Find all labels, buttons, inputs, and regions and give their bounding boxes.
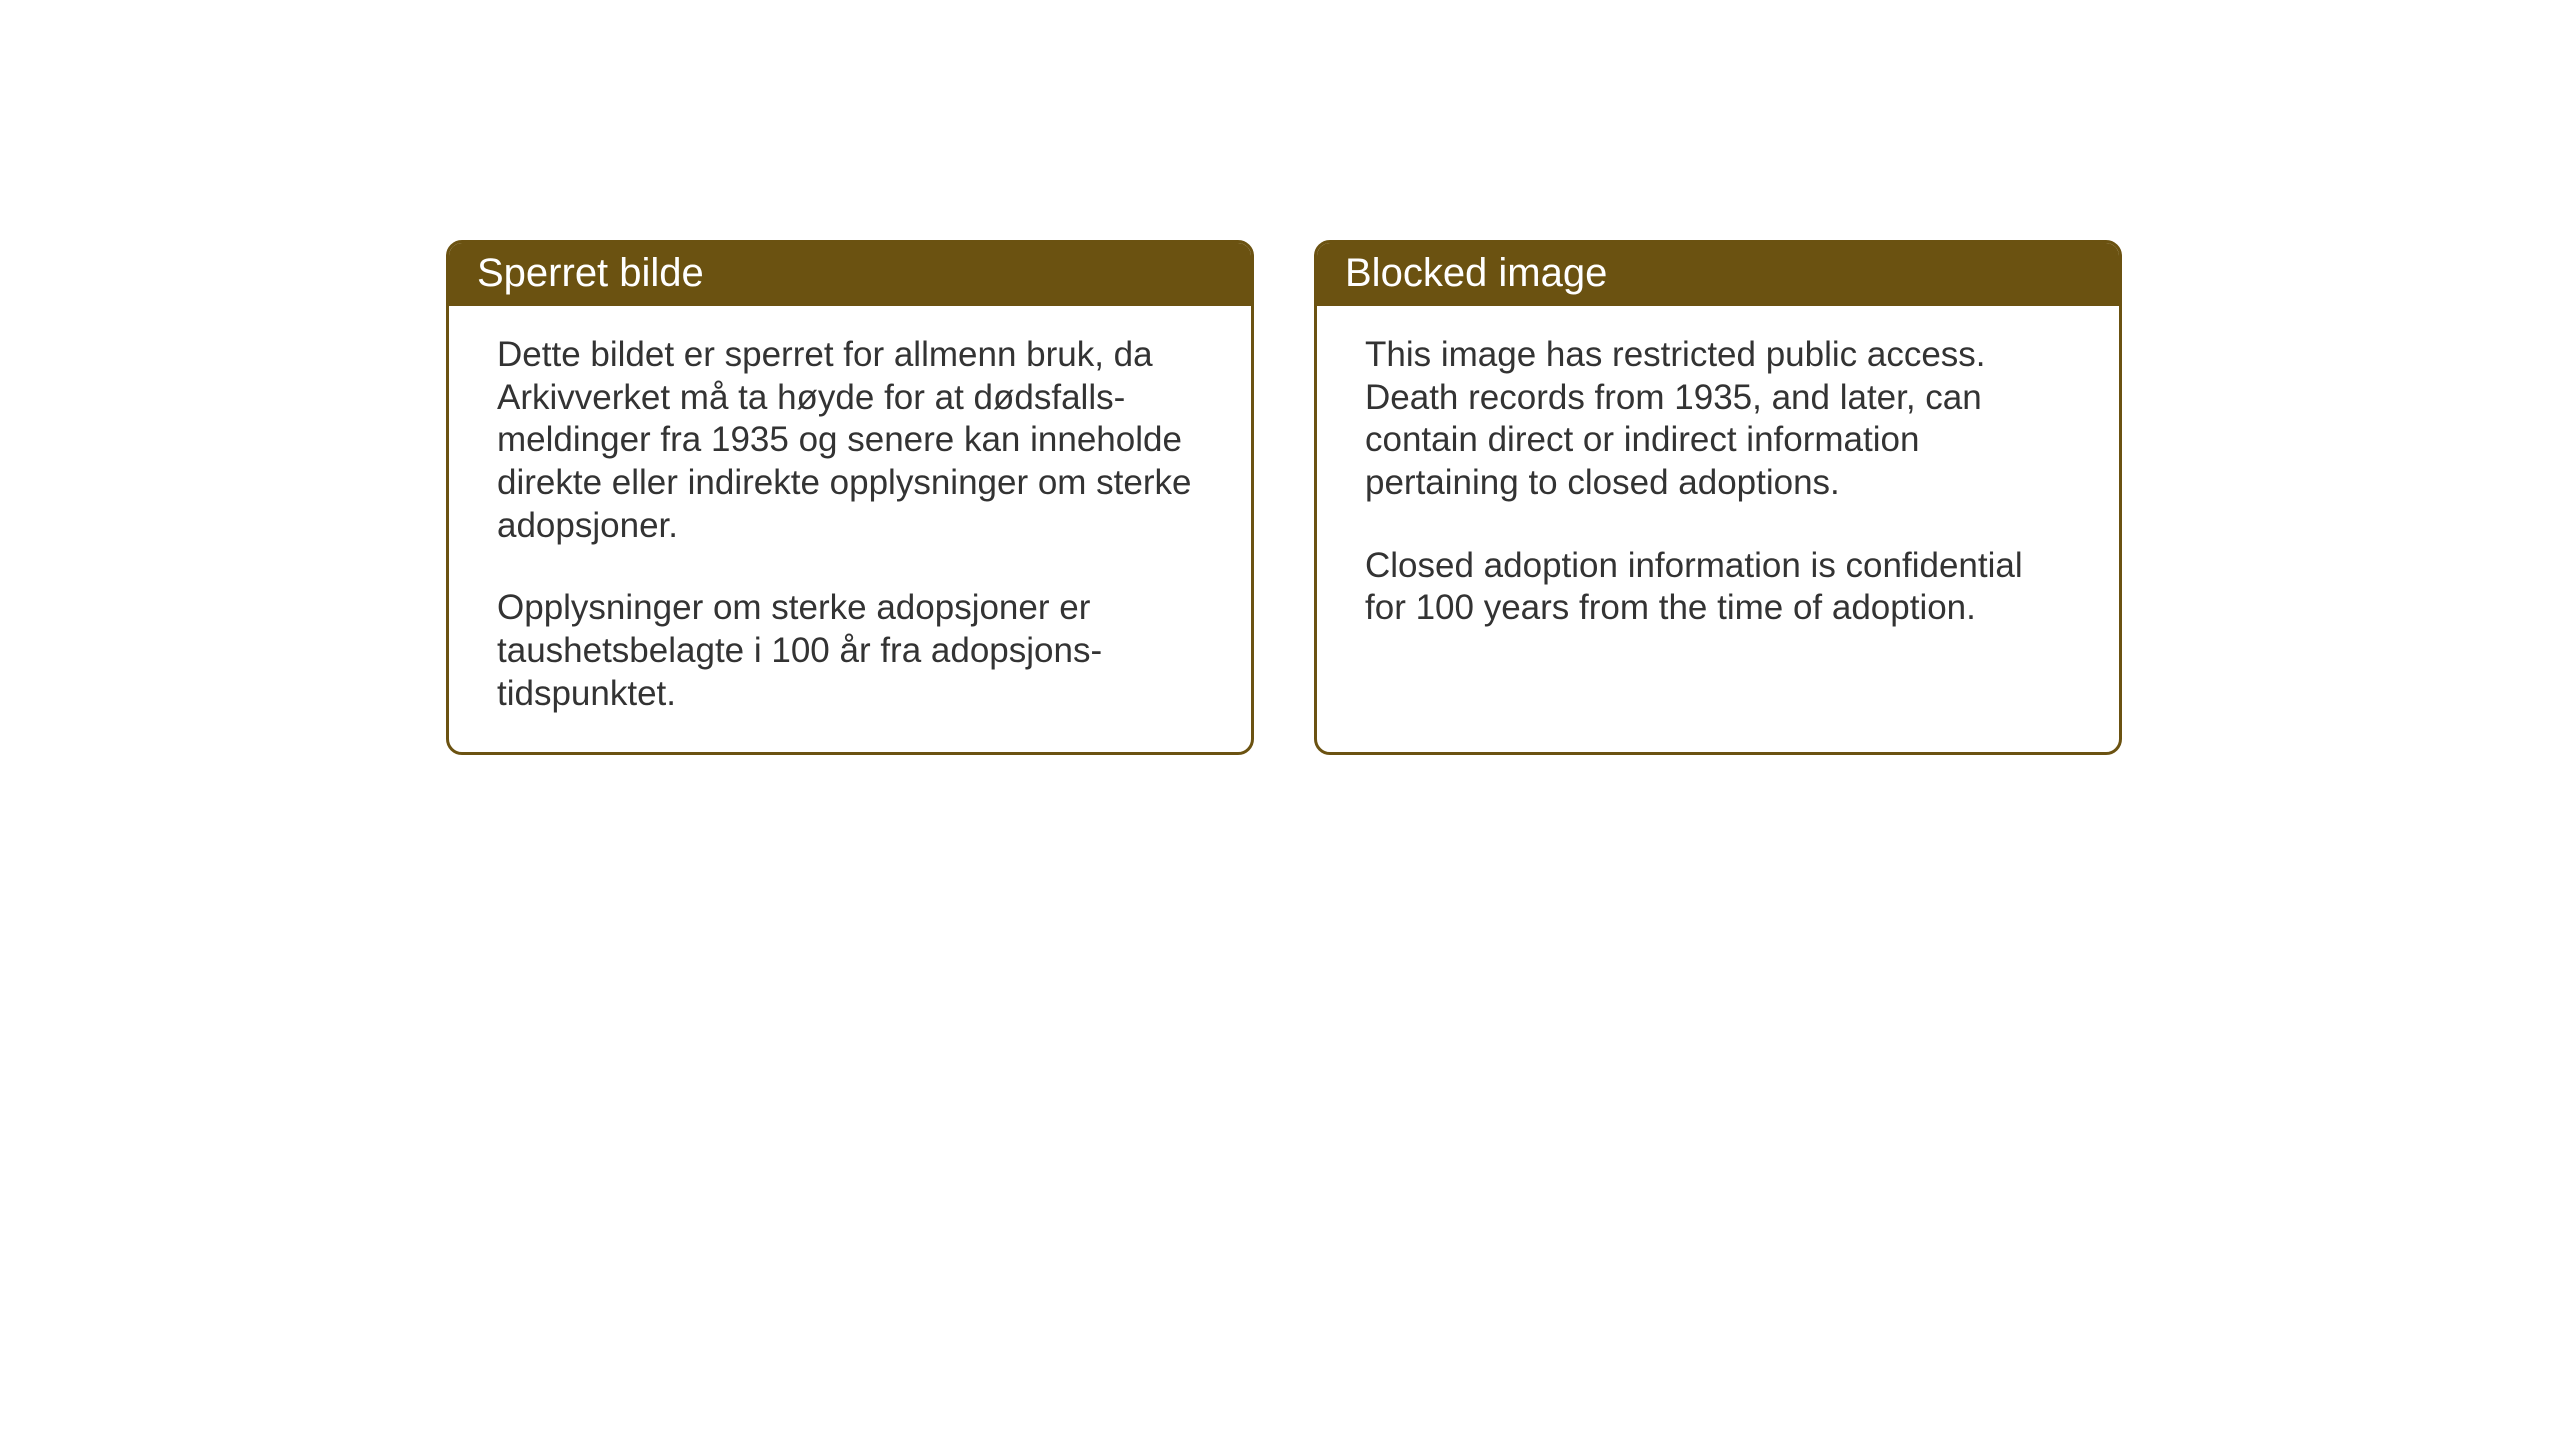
card-paragraph-english-2: Closed adoption information is confident…	[1365, 545, 2071, 630]
card-paragraph-english-1: This image has restricted public access.…	[1365, 334, 2071, 505]
card-body-english: This image has restricted public access.…	[1317, 306, 2119, 666]
card-body-norwegian: Dette bildet er sperret for allmenn bruk…	[449, 306, 1251, 752]
card-paragraph-norwegian-2: Opplysninger om sterke adopsjoner er tau…	[497, 587, 1203, 715]
card-title-english: Blocked image	[1345, 251, 1607, 295]
card-title-norwegian: Sperret bilde	[477, 251, 704, 295]
card-paragraph-norwegian-1: Dette bildet er sperret for allmenn bruk…	[497, 334, 1203, 547]
notice-container: Sperret bilde Dette bildet er sperret fo…	[446, 240, 2122, 755]
notice-card-norwegian: Sperret bilde Dette bildet er sperret fo…	[446, 240, 1254, 755]
card-header-norwegian: Sperret bilde	[449, 243, 1251, 306]
notice-card-english: Blocked image This image has restricted …	[1314, 240, 2122, 755]
card-header-english: Blocked image	[1317, 243, 2119, 306]
